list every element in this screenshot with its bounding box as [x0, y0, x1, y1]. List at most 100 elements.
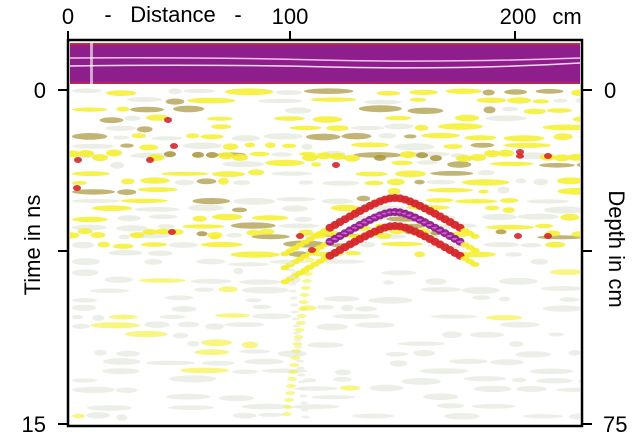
- reflector-segment: [86, 405, 133, 411]
- reflector-segment: [227, 262, 270, 267]
- diffraction-tail: [296, 366, 305, 370]
- reflector-segment: [144, 321, 170, 328]
- reflector-segment: [407, 107, 444, 115]
- reflector-mid: [90, 232, 106, 238]
- reflector-hotspot: [516, 149, 524, 155]
- reflector-segment: [117, 215, 141, 222]
- diffraction-tail: [292, 342, 303, 346]
- reflector-segment: [120, 178, 135, 185]
- reflector-segment: [224, 322, 265, 327]
- reflector-segment: [322, 180, 360, 186]
- reflector-segment: [258, 412, 285, 417]
- diffraction-tail: [293, 338, 302, 342]
- reflector-segment: [461, 179, 510, 186]
- reflector-segment: [251, 313, 292, 320]
- reflector-segment: [231, 207, 248, 213]
- reflector-segment: [166, 393, 211, 400]
- reflector-segment: [124, 115, 141, 121]
- diffraction-tail: [288, 370, 299, 374]
- reflector-segment: [271, 171, 313, 176]
- reflector-segment: [380, 270, 417, 276]
- reflector-segment: [353, 152, 402, 158]
- reflector-segment: [394, 170, 427, 178]
- reflector-segment: [333, 376, 352, 382]
- reflector-segment: [413, 349, 436, 357]
- reflector-segment: [341, 304, 354, 312]
- reflector-segment: [115, 225, 148, 232]
- reflector-segment: [192, 198, 231, 205]
- diffraction-tail: [290, 356, 301, 360]
- reflector-segment: [241, 341, 259, 349]
- reflector-segment: [556, 387, 580, 393]
- reflector-segment: [177, 321, 200, 328]
- reflector-hotspot: [170, 143, 178, 149]
- reflector-segment: [419, 368, 469, 374]
- reflector-segment: [536, 378, 573, 384]
- diffraction-tail: [299, 293, 310, 297]
- reflector-segment: [157, 224, 175, 229]
- reflector-segment: [72, 216, 108, 223]
- reflector-segment: [232, 197, 276, 205]
- reflector-segment: [196, 178, 217, 185]
- diffraction-tail: [302, 272, 313, 276]
- reflector-segment: [471, 403, 516, 409]
- reflector-segment: [409, 89, 438, 95]
- diffraction-tail: [290, 310, 299, 314]
- reflector-segment: [294, 216, 312, 222]
- reflector-segment: [278, 223, 320, 229]
- reflector-segment: [222, 143, 239, 150]
- reflector-strong: [218, 152, 234, 160]
- diffraction-tail: [301, 415, 310, 419]
- reflector-hotspot: [544, 153, 552, 159]
- reflector-segment: [72, 171, 110, 177]
- diffraction-tail: [285, 391, 296, 395]
- reflector-segment: [442, 331, 462, 338]
- reflector-strong: [554, 154, 570, 162]
- reflector-segment: [302, 378, 317, 383]
- reflector-segment: [499, 321, 540, 328]
- reflector-segment: [455, 114, 480, 122]
- direct-wave-white-line-1: [70, 57, 580, 62]
- reflector-segment: [140, 242, 168, 247]
- reflector-segment: [180, 367, 230, 374]
- x-tick-label-100: 100: [272, 4, 309, 29]
- reflector-segment: [72, 133, 108, 140]
- reflector-segment: [385, 115, 412, 121]
- reflector-segment: [464, 135, 497, 141]
- diffraction-tail: [303, 265, 314, 269]
- reflector-segment: [211, 124, 232, 130]
- reflector-mid: [70, 232, 80, 239]
- reflector-segment: [211, 213, 243, 221]
- reflector-segment: [323, 296, 360, 302]
- diffraction-tail: [301, 279, 312, 283]
- reflector-mid: [246, 229, 262, 236]
- reflector-segment: [72, 269, 99, 277]
- reflector-segment: [497, 186, 510, 194]
- reflector-segment: [523, 108, 547, 115]
- reflector-segment: [159, 314, 186, 319]
- reflector-segment: [148, 214, 178, 219]
- reflector-segment: [230, 251, 280, 258]
- diffraction-tail: [281, 412, 292, 416]
- reflector-strong: [470, 154, 486, 161]
- diffraction-tail: [296, 314, 307, 318]
- reflector-segment: [94, 349, 107, 356]
- reflector-segment: [72, 88, 102, 94]
- diffraction-tail: [282, 405, 293, 409]
- reflector-strong: [232, 153, 248, 161]
- reflector-strong: [430, 155, 442, 162]
- reflector-segment: [97, 241, 111, 248]
- reflector-segment: [104, 276, 133, 283]
- reflector-segment: [575, 97, 580, 104]
- reflector-segment: [523, 414, 563, 419]
- reflector-segment: [553, 133, 573, 141]
- reflector-segment: [515, 178, 527, 184]
- x-axis-label: Distance: [130, 2, 216, 27]
- reflector-segment: [503, 135, 545, 142]
- x-axis: 0 100 200 - Distance - cm: [62, 2, 582, 40]
- reflector-segment: [485, 115, 527, 122]
- reflector-segment: [437, 403, 464, 409]
- direct-wave-band: [70, 43, 580, 85]
- reflector-segment: [118, 234, 130, 240]
- reflector-segment: [378, 133, 397, 139]
